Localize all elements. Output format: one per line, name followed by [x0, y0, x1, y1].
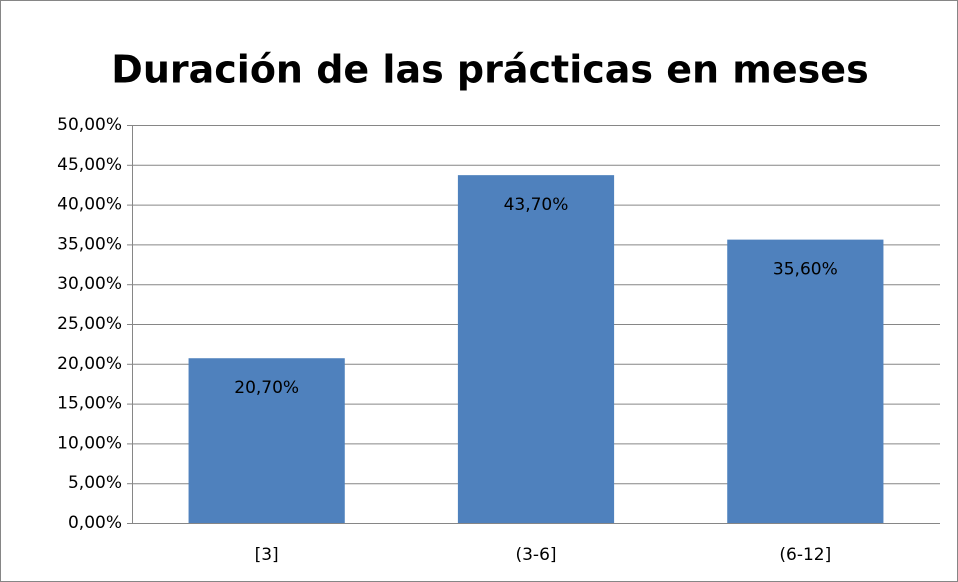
- data-label: 43,70%: [504, 195, 569, 215]
- y-tick-label: 30,00%: [57, 274, 122, 294]
- y-tick-label: 45,00%: [57, 155, 122, 175]
- y-tick-label: 10,00%: [57, 433, 122, 453]
- y-tick-label: 25,00%: [57, 314, 122, 334]
- y-tick-label: 5,00%: [68, 473, 122, 493]
- bar: [188, 358, 345, 523]
- y-tick-label: 35,00%: [57, 234, 122, 254]
- y-tick-label: 40,00%: [57, 195, 122, 215]
- chart-title: Duración de las prácticas en meses: [111, 48, 868, 92]
- x-tick-label: (3-6]: [515, 545, 556, 565]
- x-tick-label: [3]: [255, 545, 279, 565]
- y-tick-label: 50,00%: [57, 115, 122, 135]
- data-label: 35,60%: [773, 260, 838, 280]
- bar: [457, 175, 615, 523]
- y-tick-label: 20,00%: [57, 354, 122, 374]
- data-label: 20,70%: [234, 378, 299, 398]
- y-tick-label: 0,00%: [68, 513, 122, 533]
- y-tick-label: 15,00%: [57, 394, 122, 414]
- x-tick-label: (6-12]: [779, 545, 831, 565]
- bar: [727, 239, 884, 523]
